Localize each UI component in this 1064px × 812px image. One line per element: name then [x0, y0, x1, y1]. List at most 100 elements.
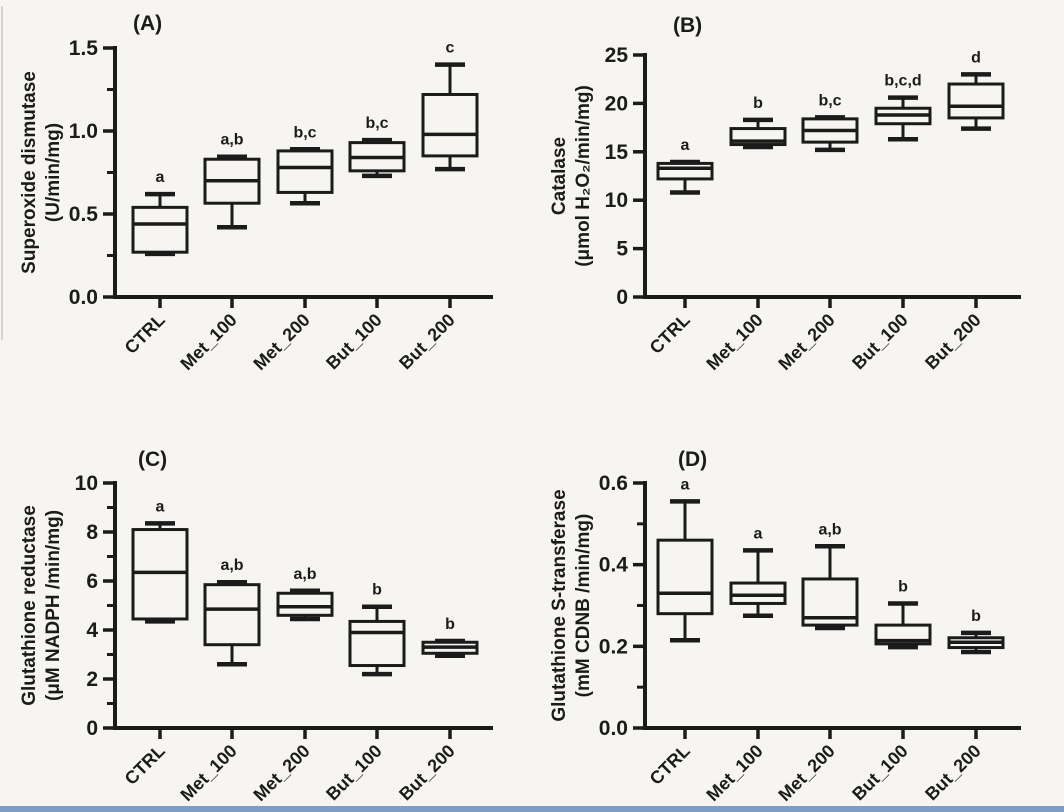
- significance-letter: a: [754, 525, 763, 542]
- box-met_200: b,c: [801, 92, 859, 153]
- box-ctrl: a: [131, 169, 189, 257]
- significance-letter: a: [681, 476, 690, 493]
- panel-title: (D): [678, 448, 707, 471]
- significance-letter: a: [156, 169, 165, 186]
- box-met_200: b,c: [276, 124, 334, 206]
- significance-letter: b: [372, 582, 382, 599]
- box-met_100: b: [729, 95, 787, 150]
- significance-letter: b,c: [365, 115, 388, 132]
- significance-letter: a,b: [220, 557, 243, 574]
- x-category-label: But_100: [322, 741, 386, 805]
- y-tick-label: 0.6: [599, 472, 628, 495]
- y-tick-label: 25: [605, 44, 629, 67]
- y-tick-label: 4: [86, 619, 98, 642]
- y-tick-label: 0: [616, 286, 628, 309]
- boxplot-panel-b: 0 5 10 15 20 25 CTRL Met_100 Met_200 But_100 But_2…: [549, 14, 1021, 374]
- boxplot-panel-d: 0.0 0.2 0.4 0.6 CTRL Met_100 Met_200 But_100 But…: [549, 448, 1021, 805]
- x-category-label: Met_200: [774, 310, 838, 374]
- significance-letter: b: [753, 95, 763, 112]
- iqr-box: [131, 205, 189, 254]
- box-but_200: c: [421, 40, 479, 172]
- y-tick-label: 15: [605, 141, 629, 164]
- x-category-label: CTRL: [646, 310, 694, 358]
- significance-letter: d: [971, 49, 981, 66]
- x-category-label: But_200: [921, 741, 985, 805]
- y-tick-label: 0.2: [599, 635, 628, 658]
- box-but_100: b: [874, 578, 932, 650]
- y-tick-label: 2: [86, 668, 98, 691]
- iqr-box: [203, 583, 261, 647]
- iqr-box: [276, 591, 334, 617]
- iqr-box: [348, 619, 406, 668]
- y-tick-label: 10: [605, 189, 628, 212]
- significance-letter: a: [681, 137, 690, 154]
- significance-letter: c: [446, 40, 455, 57]
- iqr-box: [729, 581, 787, 605]
- x-category-label: But_100: [848, 310, 912, 374]
- iqr-box: [421, 92, 479, 158]
- significance-letter: b: [445, 616, 455, 633]
- box-but_100: b,c,d: [874, 73, 932, 142]
- box-but_100: b: [348, 582, 406, 677]
- box-ctrl: a: [656, 137, 714, 195]
- box-ctrl: a: [656, 476, 714, 643]
- x-category-label: Met_100: [176, 741, 240, 805]
- x-category-label: CTRL: [121, 310, 169, 358]
- y-tick-label: 0.0: [599, 717, 628, 740]
- significance-letter: a,b: [293, 566, 316, 583]
- x-category-label: Met_100: [702, 741, 766, 805]
- significance-letter: b: [971, 608, 981, 625]
- significance-letter: b,c: [293, 124, 316, 141]
- bottom-border-line: [0, 806, 1064, 812]
- box-but_100: b,c: [348, 115, 406, 179]
- iqr-box: [947, 82, 1005, 120]
- iqr-box: [656, 161, 714, 181]
- y-tick-label: 0.4: [599, 554, 629, 577]
- box-but_200: b: [421, 616, 479, 658]
- panel-title: (B): [673, 14, 702, 37]
- boxplot-panel-c: 0 2 4 6 8 10 CTRL Met_100 Met_200 But_100 But_200 (…: [19, 448, 493, 805]
- x-category-label: But_200: [395, 310, 459, 374]
- x-category-label: But_200: [921, 310, 985, 374]
- y-tick-label: 6: [86, 570, 98, 593]
- y-tick-label: 5: [616, 238, 628, 261]
- y-tick-label: 0: [86, 717, 98, 740]
- y-tick-label: 0.5: [69, 203, 99, 226]
- y-axis-label-line1: Glutathione S-transferase: [549, 489, 570, 721]
- boxplot-panel-a: 0.0 0.5 1.0 1.5 CTRL Met_100 Met_200 But_100 But…: [19, 12, 493, 374]
- x-category-label: Met_100: [702, 310, 766, 374]
- x-category-label: But_200: [395, 741, 459, 805]
- x-category-label: Met_100: [176, 310, 240, 374]
- significance-letter: b,c,d: [884, 73, 921, 90]
- significance-letter: a: [156, 498, 165, 515]
- x-category-label: CTRL: [121, 741, 169, 789]
- y-axis-label-line1: Glutathione reductase: [19, 505, 40, 706]
- box-met_200: a,b: [801, 521, 859, 631]
- left-edge-artifact: [1, 6, 3, 340]
- significance-letter: a,b: [818, 521, 841, 538]
- x-category-label: CTRL: [646, 741, 694, 789]
- significance-letter: a,b: [220, 132, 243, 149]
- box-but_200: b: [947, 608, 1005, 655]
- x-category-label: Met_200: [774, 741, 838, 805]
- y-axis-label-line2: (μmol H₂O₂/min/mg): [573, 85, 594, 267]
- box-met_100: a: [729, 525, 787, 618]
- box-met_100: a,b: [203, 132, 261, 230]
- panel-title: (A): [133, 12, 162, 35]
- x-category-label: Met_200: [249, 741, 313, 805]
- significance-letter: b,c: [818, 92, 841, 109]
- x-category-label: Met_200: [249, 310, 313, 374]
- box-ctrl: a: [131, 498, 189, 624]
- y-axis-label-line2: (μM NADPH /min/mg): [43, 510, 64, 701]
- y-tick-label: 20: [605, 92, 628, 115]
- box-met_100: a,b: [203, 557, 261, 667]
- y-tick-label: 0.0: [69, 286, 98, 309]
- y-axis-label-line1: Superoxide dismutase: [19, 71, 40, 274]
- panel-title: (C): [138, 448, 167, 471]
- y-tick-label: 1.0: [69, 120, 98, 143]
- y-tick-label: 8: [86, 521, 98, 544]
- box-met_200: a,b: [276, 566, 334, 622]
- y-axis-label-line2: (mM CDNB /min/mg): [573, 514, 594, 698]
- iqr-box: [276, 149, 334, 194]
